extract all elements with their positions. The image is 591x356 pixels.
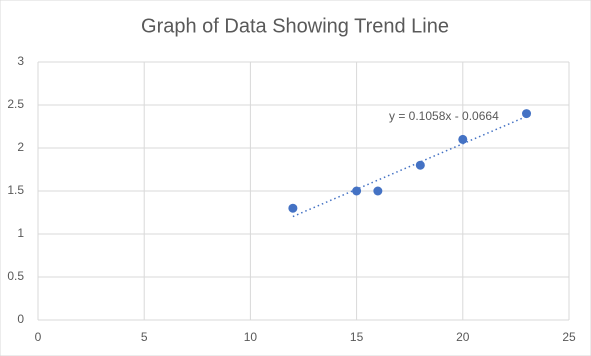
x-tick-label: 20	[456, 330, 470, 344]
y-tick-label: 2.5	[7, 97, 24, 111]
x-tick-label: 5	[141, 330, 148, 344]
point	[352, 186, 362, 196]
x-tick-label: 10	[244, 330, 258, 344]
y-tick-label: 0.5	[7, 269, 24, 283]
y-tick-label: 1	[17, 226, 24, 240]
trendline-equation: y = 0.1058x - 0.0664	[389, 109, 499, 123]
x-tick-label: 25	[562, 330, 576, 344]
point	[415, 160, 425, 170]
point	[288, 203, 298, 213]
y-tick-label: 0	[17, 312, 24, 326]
x-tick-label: 15	[350, 330, 364, 344]
point	[373, 186, 383, 196]
y-tick-label: 1.5	[7, 183, 24, 197]
trend-line	[292, 115, 527, 218]
chart-title: Graph of Data Showing Trend Line	[141, 15, 449, 37]
point	[458, 134, 468, 144]
point	[522, 109, 532, 119]
y-tick-label: 2	[17, 140, 24, 154]
x-tick-label: 0	[35, 330, 42, 344]
y-tick-label: 3	[17, 54, 24, 68]
